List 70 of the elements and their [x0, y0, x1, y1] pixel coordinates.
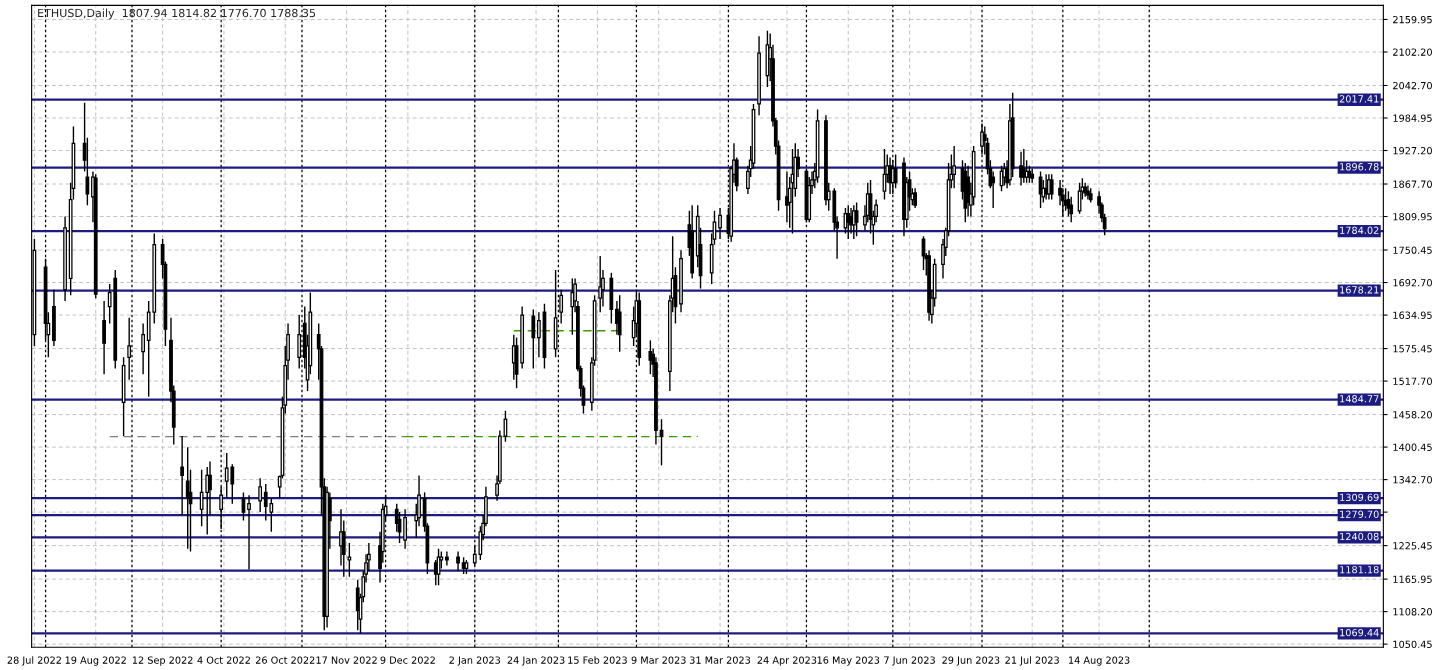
x-tick-label: 17 Nov 2022 — [316, 656, 377, 664]
y-tick-label: 1927.20 — [1393, 146, 1432, 155]
ref-line-label: 1309.69 — [1340, 493, 1379, 502]
ref-line-label: 1069.44 — [1340, 628, 1379, 637]
candlestick — [347, 542, 352, 578]
x-tick-label: 12 Sep 2022 — [132, 656, 193, 666]
y-tick-label: 2042.70 — [1393, 81, 1432, 90]
y-tick-label: 1400.45 — [1393, 443, 1432, 451]
x-tick-label: 24 Jan 2023 — [507, 656, 565, 666]
candlestick — [456, 550, 460, 572]
y-tick-label: 1809.95 — [1393, 213, 1432, 221]
x-tick-label: 28 Jul 2022 — [7, 656, 61, 666]
x-tick-label: 14 Aug 2023 — [1069, 656, 1130, 666]
x-tick-label: 26 Oct 2022 — [255, 656, 315, 664]
candlestick — [854, 201, 859, 237]
x-tick-label: 24 Apr 2023 — [757, 656, 817, 666]
x-tick-label: 9 Mar 2023 — [631, 656, 686, 664]
candlestick — [141, 322, 145, 375]
ref-line-label: 1784.02 — [1340, 226, 1379, 234]
candlestick — [180, 435, 185, 516]
y-tick-label: 1517.70 — [1393, 377, 1432, 385]
y-tick-label: 1165.95 — [1393, 575, 1432, 583]
candlestick — [102, 300, 106, 375]
y-tick-label: 1984.95 — [1393, 114, 1432, 122]
y-tick-label: 1108.20 — [1393, 608, 1432, 616]
x-tick-label: 16 May 2023 — [817, 656, 880, 666]
y-tick-label: 1692.70 — [1393, 279, 1432, 287]
x-tick-label: 4 Oct 2022 — [197, 656, 250, 664]
candlestick — [258, 477, 263, 513]
y-tick-label: 2102.20 — [1393, 48, 1432, 56]
y-tick-label: 1342.70 — [1393, 476, 1432, 484]
x-tick-label: 9 Dec 2022 — [380, 656, 435, 664]
y-tick-label: 1225.45 — [1393, 542, 1432, 550]
x-tick-label: 15 Feb 2023 — [568, 656, 627, 664]
ref-line-label: 2017.41 — [1339, 95, 1379, 103]
candlestick — [445, 550, 449, 567]
ref-line-label: 1896.78 — [1340, 163, 1379, 171]
candlestick — [537, 311, 541, 358]
candlestick — [403, 508, 407, 550]
candlestick — [531, 308, 536, 370]
y-tick-label: 1458.20 — [1393, 411, 1432, 419]
x-tick-label: 21 Jul 2023 — [1005, 656, 1059, 666]
ref-line-label: 1181.18 — [1340, 566, 1379, 574]
candlestick — [598, 255, 603, 313]
chart-title: ETHUSD,Daily 1807.94 1814.82 1776.70 1788.35 — [38, 8, 316, 20]
y-tick-label: 2159.95 — [1393, 15, 1432, 24]
ref-line-label: 1279.70 — [1340, 510, 1379, 518]
y-tick-label: 1867.70 — [1393, 180, 1432, 188]
ref-line-label: 1678.21 — [1340, 286, 1379, 294]
candlestick — [85, 136, 90, 206]
candlestick — [1019, 151, 1023, 187]
x-tick-label: 31 Mar 2023 — [689, 656, 751, 664]
x-tick-label: 19 Aug 2022 — [65, 656, 126, 666]
candlestick — [952, 145, 957, 190]
candlestick — [185, 446, 190, 550]
x-tick-label: 7 Jun 2023 — [884, 656, 935, 666]
ref-line-label: 1240.08 — [1340, 532, 1379, 541]
candlestick — [648, 339, 653, 375]
ref-line-label: 1484.77 — [1340, 395, 1379, 403]
y-tick-label: 1050.45 — [1393, 640, 1432, 648]
candlestick — [1063, 187, 1068, 212]
y-tick-label: 1575.45 — [1393, 345, 1432, 353]
candlestick — [1021, 148, 1026, 184]
x-tick-label: 2 Jan 2023 — [449, 656, 501, 666]
candlestick — [247, 494, 251, 571]
y-tick-label: 1750.45 — [1393, 246, 1432, 254]
x-tick-label: 29 Jun 2023 — [942, 656, 1000, 666]
candlestick — [893, 153, 898, 190]
y-tick-label: 1634.95 — [1393, 311, 1432, 319]
candlestick — [718, 207, 722, 240]
